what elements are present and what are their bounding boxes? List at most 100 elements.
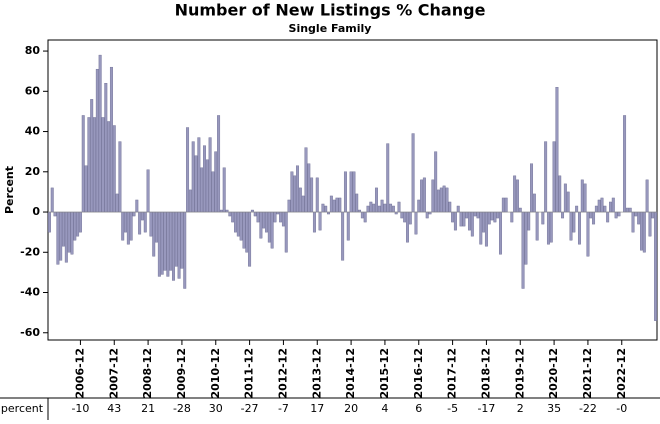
bar (228, 211, 232, 217)
bar (473, 211, 477, 217)
bar (312, 211, 316, 233)
bar (487, 211, 491, 225)
bar (349, 171, 353, 213)
bar (270, 211, 274, 249)
bar (284, 211, 288, 253)
bar (56, 211, 60, 265)
bar (561, 211, 565, 219)
bar (318, 211, 322, 231)
x-tick-label: 2013-12 (310, 348, 323, 399)
bar (600, 197, 604, 213)
bar (499, 211, 502, 255)
bar (101, 117, 105, 213)
bar (183, 211, 187, 289)
bar (459, 211, 463, 227)
table-cell: 21 (141, 402, 155, 415)
bar (634, 211, 638, 217)
bar (129, 211, 133, 241)
bar (341, 211, 345, 261)
bar (504, 197, 508, 213)
bar (558, 175, 562, 213)
bar (208, 137, 212, 213)
bar (391, 205, 395, 213)
table-cell: 20 (344, 402, 358, 415)
bar (648, 211, 652, 237)
bar (642, 211, 646, 253)
x-tick-label: 2021-12 (581, 348, 594, 399)
bar (62, 211, 65, 247)
table-cell: 43 (107, 402, 121, 415)
bar (239, 211, 243, 241)
bar (597, 199, 601, 213)
bar (417, 199, 421, 213)
bar (59, 211, 63, 261)
y-tick-label: 60 (25, 84, 41, 97)
bar (521, 211, 525, 289)
bar (205, 159, 209, 213)
bar (104, 83, 108, 213)
bar (112, 125, 116, 213)
bar (146, 169, 150, 213)
bar (569, 211, 573, 241)
bar (67, 211, 71, 253)
x-tick-label: 2020-12 (547, 348, 560, 399)
y-tick-label: -60 (20, 326, 40, 339)
bar (625, 207, 629, 213)
bar (583, 183, 587, 213)
bar (143, 211, 147, 233)
bar (231, 211, 235, 223)
y-tick-label: -20 (20, 245, 40, 258)
table-cell: 6 (415, 402, 422, 415)
bar (414, 211, 418, 235)
bar (594, 205, 598, 213)
bar (177, 211, 181, 279)
bar (606, 211, 610, 223)
bar (403, 211, 407, 223)
bar (524, 211, 528, 265)
bar (575, 205, 579, 213)
bar (448, 201, 452, 213)
bar (293, 175, 297, 213)
table-cell: -22 (579, 402, 597, 415)
bar (234, 211, 237, 233)
bar (87, 117, 91, 213)
bar (160, 211, 164, 275)
bar (64, 211, 68, 263)
x-tick-label: 2015-12 (378, 348, 391, 399)
bar (203, 145, 206, 213)
bar (166, 211, 170, 277)
bar (623, 115, 627, 213)
bar (338, 197, 342, 213)
bar (200, 167, 204, 213)
bar (434, 151, 438, 213)
chart-subtitle: Single Family (289, 22, 372, 35)
bar (611, 197, 615, 213)
bar (513, 175, 517, 213)
bar (211, 171, 215, 213)
y-tick-label: -40 (20, 286, 40, 299)
bar (157, 211, 161, 277)
bar (580, 179, 584, 213)
bar (281, 211, 285, 227)
bar (248, 211, 252, 267)
bar (138, 211, 142, 235)
bar (530, 163, 534, 213)
bar (250, 209, 254, 213)
y-tick-label: 20 (25, 165, 41, 178)
bar (186, 127, 190, 213)
bar (470, 211, 474, 237)
bar (329, 195, 333, 213)
bar (188, 189, 192, 213)
bar (484, 211, 488, 247)
bar (640, 211, 643, 251)
bar (389, 203, 393, 213)
bar (510, 211, 514, 223)
bar (276, 211, 280, 215)
bar (374, 187, 378, 213)
bar (279, 211, 283, 223)
plot-frame (47, 39, 658, 341)
bar (617, 211, 621, 217)
table-row-label: percent (1, 402, 44, 415)
bar (372, 203, 376, 213)
bar (219, 209, 223, 213)
